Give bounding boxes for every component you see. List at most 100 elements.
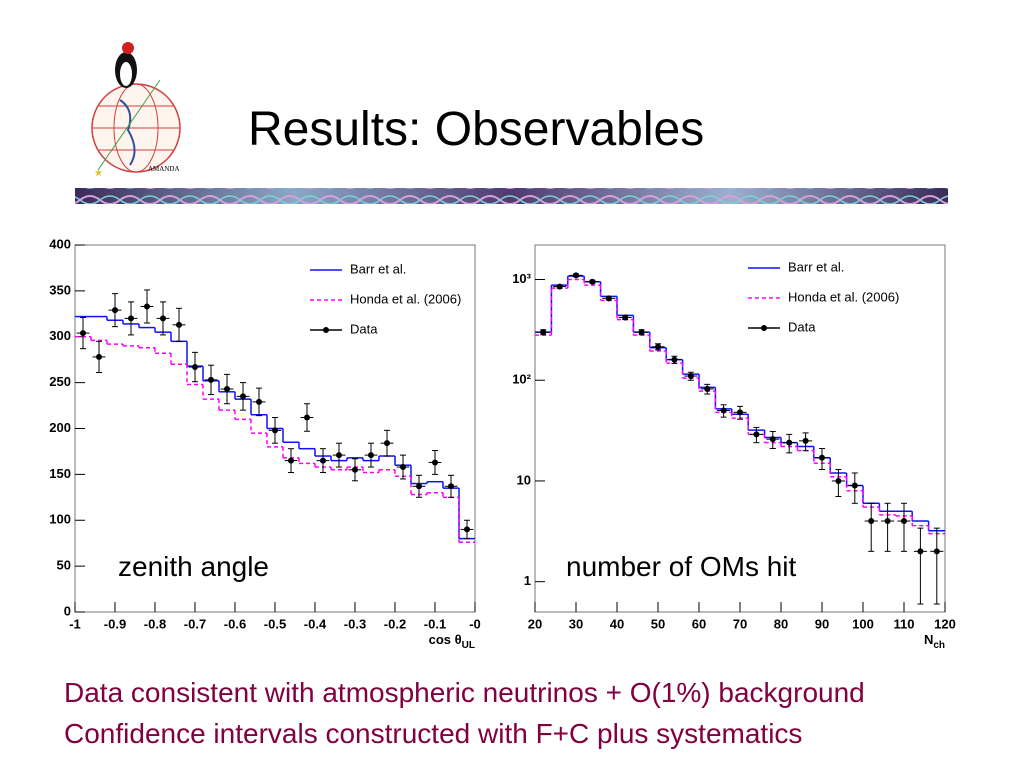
data-point <box>638 329 645 336</box>
data-point <box>96 353 102 360</box>
data-point <box>901 518 907 525</box>
data-point <box>160 315 166 322</box>
y-tick-label: 200 <box>49 420 71 435</box>
data-point <box>933 548 940 555</box>
data-point <box>802 437 809 444</box>
legend-marker <box>761 325 767 331</box>
x-tick-label: 90 <box>815 616 829 631</box>
x-tick-label: -0.8 <box>144 616 166 631</box>
y-tick-label: 100 <box>49 512 71 527</box>
legend-label: Data <box>788 319 816 334</box>
legend-label: Data <box>350 321 378 336</box>
legend-label: Barr et al. <box>350 261 406 276</box>
x-tick-label: 100 <box>852 616 874 631</box>
data-point <box>288 457 294 464</box>
data-point <box>224 386 230 393</box>
x-tick-label: 40 <box>610 616 624 631</box>
x-tick-label: -1 <box>69 616 81 631</box>
header-band-pattern <box>75 188 948 204</box>
x-axis-label-main: N <box>924 632 933 647</box>
y-tick-label: 10² <box>512 372 531 387</box>
y-tick-label: 10 <box>517 472 531 487</box>
data-point <box>835 477 842 484</box>
data-point <box>80 330 86 337</box>
x-tick-label: 50 <box>651 616 665 631</box>
y-tick-label: 50 <box>57 558 71 573</box>
data-point <box>687 373 694 380</box>
x-tick-label: -0.7 <box>184 616 206 631</box>
data-point <box>256 398 262 405</box>
data-point <box>240 393 246 400</box>
data-point <box>573 272 579 279</box>
slide-title: Results: Observables <box>248 103 704 156</box>
data-point <box>176 321 182 328</box>
data-point <box>540 329 547 336</box>
svg-text:★: ★ <box>94 168 103 179</box>
data-point <box>384 440 390 447</box>
y-tick-label: 400 <box>49 236 71 251</box>
data-point <box>368 452 374 459</box>
y-tick-label: 250 <box>49 374 71 389</box>
data-point <box>622 314 629 321</box>
x-tick-label: 70 <box>733 616 747 631</box>
x-tick-label: 60 <box>692 616 706 631</box>
data-point <box>272 427 278 434</box>
data-point <box>352 466 358 473</box>
data-point <box>192 364 198 371</box>
x-tick-label: -0.6 <box>224 616 246 631</box>
x-axis-label-sub: UL <box>462 640 475 651</box>
data-point <box>208 376 214 383</box>
x-tick-label: -0.5 <box>264 616 286 631</box>
data-point <box>868 518 875 525</box>
plot-frame <box>534 244 946 613</box>
data-point <box>786 439 793 446</box>
y-tick-label: 300 <box>49 328 71 343</box>
legend-marker <box>323 327 329 333</box>
data-point <box>671 356 678 363</box>
x-axis-label: cos θUL <box>429 632 475 650</box>
data-point <box>304 414 310 421</box>
text-line: Confidence intervals constructed with F+… <box>64 718 802 749</box>
y-tick-label: 350 <box>49 282 71 297</box>
data-point <box>589 278 596 285</box>
data-point <box>917 548 924 555</box>
data-point <box>704 385 711 392</box>
text-line: Data consistent with atmospheric neutrin… <box>64 677 865 708</box>
data-point <box>400 464 406 471</box>
annotation: zenith angle <box>118 551 269 582</box>
legend-label: Barr et al. <box>788 259 844 274</box>
data-point <box>819 454 825 461</box>
data-point <box>720 407 727 414</box>
data-point <box>851 482 858 489</box>
y-tick-label: 1 <box>524 573 531 588</box>
x-tick-label: -0 <box>469 616 481 631</box>
data-point <box>556 283 563 290</box>
legend-label: Honda et al. (2006) <box>350 291 461 306</box>
x-tick-label: -0.9 <box>104 616 126 631</box>
x-tick-label: -0.4 <box>304 616 327 631</box>
data-point <box>655 343 661 350</box>
data-point <box>128 315 134 322</box>
data-point <box>884 518 891 525</box>
data-point <box>605 295 612 302</box>
data-point <box>753 431 760 438</box>
logo: ★ AMANDA <box>91 42 181 179</box>
data-point <box>112 307 118 314</box>
data-point <box>336 452 342 459</box>
data-point <box>416 483 422 490</box>
x-axis-label-main: cos θ <box>429 632 462 647</box>
legend-label: Honda et al. (2006) <box>788 289 899 304</box>
data-point <box>432 459 438 466</box>
x-tick-label: -0.2 <box>384 616 406 631</box>
data-point <box>464 526 470 533</box>
logo-text: AMANDA <box>148 165 180 173</box>
y-tick-label: 10³ <box>512 271 531 286</box>
x-tick-label: 20 <box>528 616 542 631</box>
data-point <box>448 483 454 490</box>
x-tick-label: -0.3 <box>344 616 366 631</box>
x-tick-label: 110 <box>894 616 915 631</box>
x-tick-label: -0.1 <box>424 616 446 631</box>
x-tick-label: 30 <box>569 616 583 631</box>
y-tick-label: 150 <box>49 466 71 481</box>
